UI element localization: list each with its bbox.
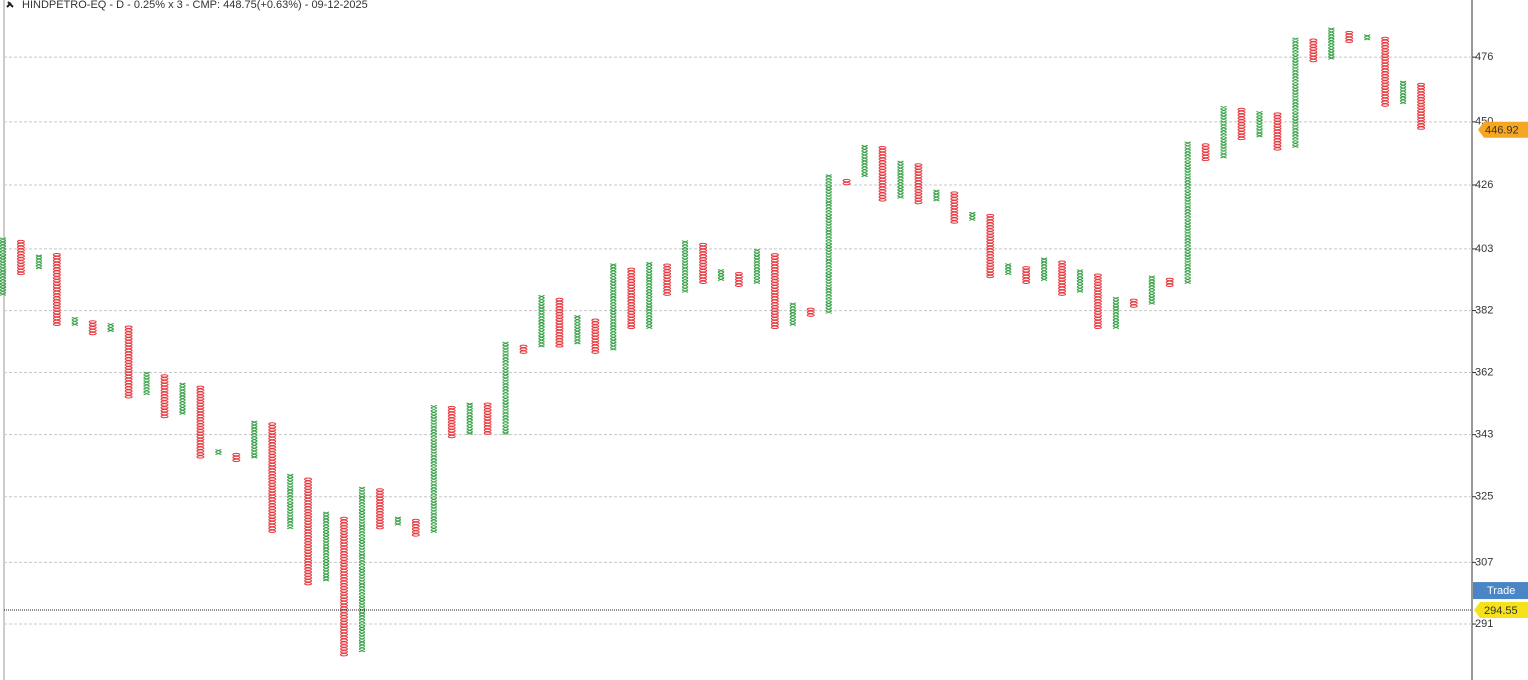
x-column: [1399, 80, 1407, 105]
o-column: [842, 178, 851, 186]
x-column: [322, 511, 330, 582]
x-column: [1220, 105, 1227, 159]
x-column: [1148, 275, 1155, 305]
x-column: [538, 294, 545, 348]
o-column: [196, 385, 205, 459]
y-tick-label: 343: [1475, 429, 1493, 441]
o-column: [340, 516, 349, 657]
o-column: [734, 271, 743, 287]
trade-label: Trade: [1487, 585, 1515, 597]
o-column: [1237, 107, 1246, 141]
x-column: [358, 486, 366, 653]
y-tick-label: 291: [1475, 618, 1493, 630]
o-column: [663, 263, 672, 296]
o-column: [1417, 82, 1426, 130]
o-column: [1058, 260, 1067, 296]
x-column: [71, 316, 78, 326]
x-column: [1328, 27, 1335, 60]
o-column: [268, 422, 277, 533]
y-tick-label: 476: [1475, 51, 1493, 63]
x-column: [969, 211, 976, 221]
x-column: [35, 254, 43, 270]
o-column: [914, 163, 923, 205]
x-column: [179, 382, 186, 415]
o-column: [1201, 143, 1210, 162]
x-column: [861, 144, 868, 178]
chart-title: HINDPETRO-EQ - D - 0.25% x 3 - CMP: 448.…: [22, 0, 368, 11]
o-column: [1345, 30, 1354, 43]
last-price-tag: [1478, 121, 1528, 138]
trade-price-tag: [1474, 602, 1528, 619]
o-column: [411, 518, 420, 537]
x-column: [610, 263, 617, 351]
x-column: [143, 371, 150, 396]
trade-label-box: [1473, 582, 1528, 600]
o-column: [160, 374, 169, 419]
x-column: [394, 516, 402, 526]
x-column: [753, 248, 761, 284]
y-tick-label: 403: [1475, 243, 1493, 255]
o-column: [1093, 273, 1102, 330]
x-column: [1040, 257, 1048, 282]
x-column: [215, 448, 222, 456]
o-column: [950, 191, 959, 224]
o-column: [232, 452, 241, 463]
x-column: [681, 240, 689, 293]
o-column: [878, 145, 887, 202]
x-column: [1076, 269, 1084, 293]
x-column: [1292, 37, 1299, 148]
y-tick-label: 325: [1475, 491, 1493, 503]
o-column: [986, 213, 995, 279]
o-column: [519, 344, 528, 354]
o-column: [1022, 266, 1031, 284]
x-column: [251, 420, 258, 459]
o-column: [1273, 112, 1282, 151]
x-column: [897, 160, 904, 199]
o-column: [447, 405, 456, 439]
x-column: [466, 402, 473, 435]
o-column: [699, 242, 708, 284]
o-column: [88, 320, 97, 336]
x-column: [1005, 263, 1012, 276]
x-column: [825, 174, 832, 314]
x-column: [107, 322, 114, 333]
o-column: [806, 307, 815, 317]
x-column: [717, 268, 725, 282]
y-tick-label: 426: [1475, 179, 1493, 191]
o-column: [304, 477, 313, 586]
o-column: [770, 253, 779, 330]
settings-icon: [6, 1, 14, 8]
x-column: [1256, 110, 1263, 138]
x-column: [0, 237, 7, 296]
o-column: [591, 318, 600, 354]
o-column: [1309, 38, 1318, 63]
x-column: [287, 473, 294, 530]
y-tick-label: 382: [1475, 304, 1493, 316]
last-price-label: 446.92: [1485, 125, 1519, 137]
o-column: [627, 267, 636, 330]
o-column: [1381, 36, 1390, 107]
x-column: [502, 341, 509, 435]
o-column: [124, 325, 133, 399]
x-column: [574, 315, 581, 345]
o-column: [16, 239, 25, 276]
x-column: [1112, 296, 1120, 330]
x-column: [430, 404, 437, 533]
x-column: [789, 302, 796, 326]
y-tick-label: 362: [1475, 366, 1493, 378]
o-column: [52, 252, 61, 326]
x-column: [1364, 34, 1371, 41]
y-tick-label: 307: [1475, 556, 1493, 568]
o-column: [375, 488, 384, 530]
x-column: [933, 189, 940, 202]
o-column: [1129, 298, 1138, 308]
o-column: [1165, 277, 1174, 287]
x-column: [1184, 141, 1191, 284]
trade-price-label: 294.55: [1484, 605, 1518, 617]
x-column: [646, 261, 653, 330]
o-column: [555, 297, 564, 348]
o-column: [483, 402, 492, 435]
